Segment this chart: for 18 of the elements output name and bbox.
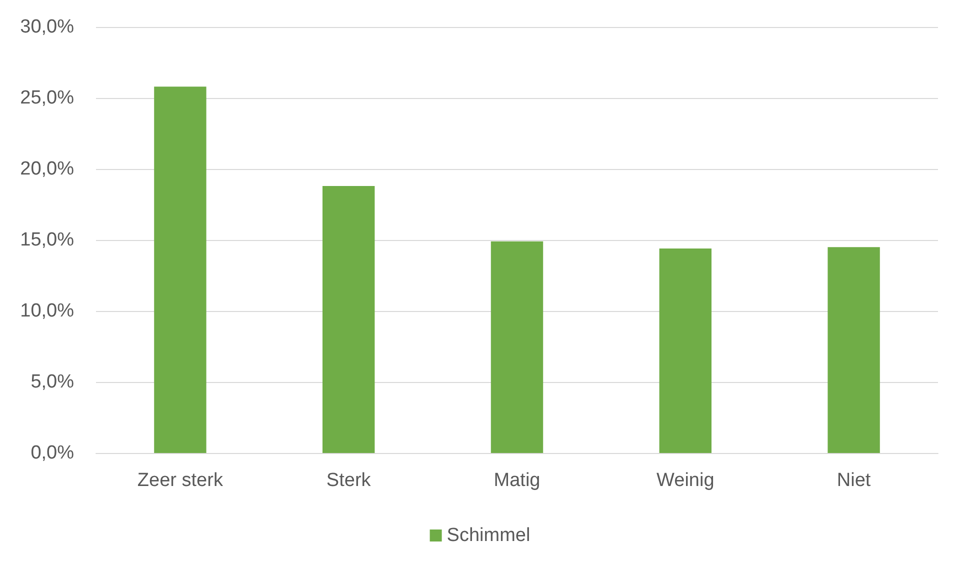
y-tick-label: 5,0% xyxy=(30,372,74,392)
bar xyxy=(154,86,206,453)
y-tick-label: 30,0% xyxy=(20,16,74,38)
y-tick-label: 10,0% xyxy=(20,300,74,322)
x-tick-label: Matig xyxy=(494,470,540,491)
legend-label: Schimmel xyxy=(446,525,530,546)
bar xyxy=(828,247,880,453)
bar xyxy=(490,241,544,453)
y-tick-label: 15,0% xyxy=(20,230,74,250)
y-tick-label: 20,0% xyxy=(20,158,74,180)
x-tick-label: Zeer sterk xyxy=(137,470,224,491)
x-tick-label: Sterk xyxy=(326,470,372,491)
bar xyxy=(659,248,712,453)
x-tick-label: Niet xyxy=(836,470,872,491)
y-tick-label: 0,0% xyxy=(30,442,74,464)
bar xyxy=(322,186,375,453)
x-tick-label: Weinig xyxy=(656,470,714,491)
y-tick-label: 25,0% xyxy=(20,88,74,108)
